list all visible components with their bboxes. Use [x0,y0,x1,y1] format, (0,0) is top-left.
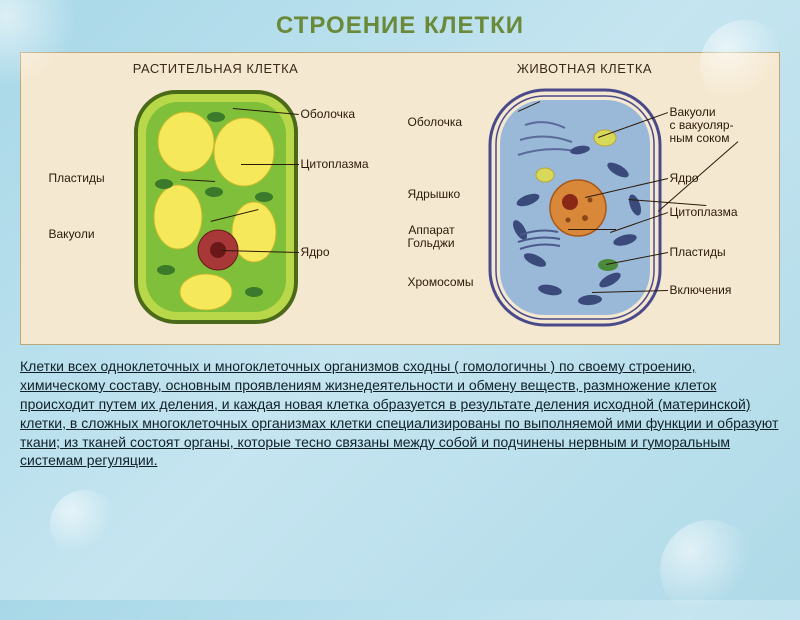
cell-label: Включения [670,284,732,297]
animal-plastid [598,259,618,271]
cell-label: Пластиды [49,172,105,185]
plant-plastid [205,187,223,197]
animal-chromatin [587,198,592,203]
cell-label: Оболочка [408,116,463,129]
cell-label: Оболочка [301,108,356,121]
plant-plastid [207,112,225,122]
cell-label: Цитоплазма [670,206,738,219]
page-title: СТРОЕНИЕ КЛЕТКИ [0,0,800,48]
plant-cell-figure: Оболочка Цитоплазма Ядро Пластиды Вакуоли [41,82,391,332]
cell-label: Ядро [670,172,699,185]
leader-line [568,229,616,230]
plant-vacuole [154,185,202,249]
cell-label: Ядро [301,246,330,259]
plant-plastid [157,265,175,275]
bg-bubble [660,520,760,620]
cell-label: Ядрышко [408,188,461,201]
body-text: Клетки всех одноклеточных и многоклеточн… [20,357,780,470]
diagram-panel: РАСТИТЕЛЬНАЯ КЛЕТКА [20,52,780,345]
bg-bubble [50,490,120,560]
cell-label: Вакуоли [49,228,95,241]
body-text-content: Клетки всех одноклеточных и многоклеточн… [20,358,778,468]
cell-label: Пластиды [670,246,726,259]
animal-chromatin [565,218,570,223]
plant-plastid [255,192,273,202]
animal-nucleus [550,180,606,236]
plant-vacuole [158,112,214,172]
cell-label: Хромосомы [408,276,474,289]
animal-cell-figure: Оболочка Ядрышко АппаратГольджи Хромосомы Ва… [410,82,760,332]
title-text: СТРОЕНИЕ КЛЕТКИ [276,12,524,39]
animal-nucleolus [562,194,578,210]
plant-vacuole [214,118,274,186]
leader-line [241,164,299,165]
plant-vacuole [180,274,232,310]
animal-cell-heading: ЖИВОТНАЯ КЛЕТКА [517,61,652,76]
cell-label: Цитоплазма [301,158,369,171]
plant-plastid [245,287,263,297]
animal-chromatin [582,215,588,221]
plant-plastid [155,179,173,189]
plant-cell-block: РАСТИТЕЛЬНАЯ КЛЕТКА [41,61,391,332]
animal-vacuole [536,168,554,182]
plant-cell-heading: РАСТИТЕЛЬНАЯ КЛЕТКА [133,61,299,76]
cell-label: Вакуолис вакуоляр-ным соком [670,106,734,146]
cell-label: АппаратГольджи [408,224,455,250]
animal-cell-block: ЖИВОТНАЯ КЛЕТКА [410,61,760,332]
